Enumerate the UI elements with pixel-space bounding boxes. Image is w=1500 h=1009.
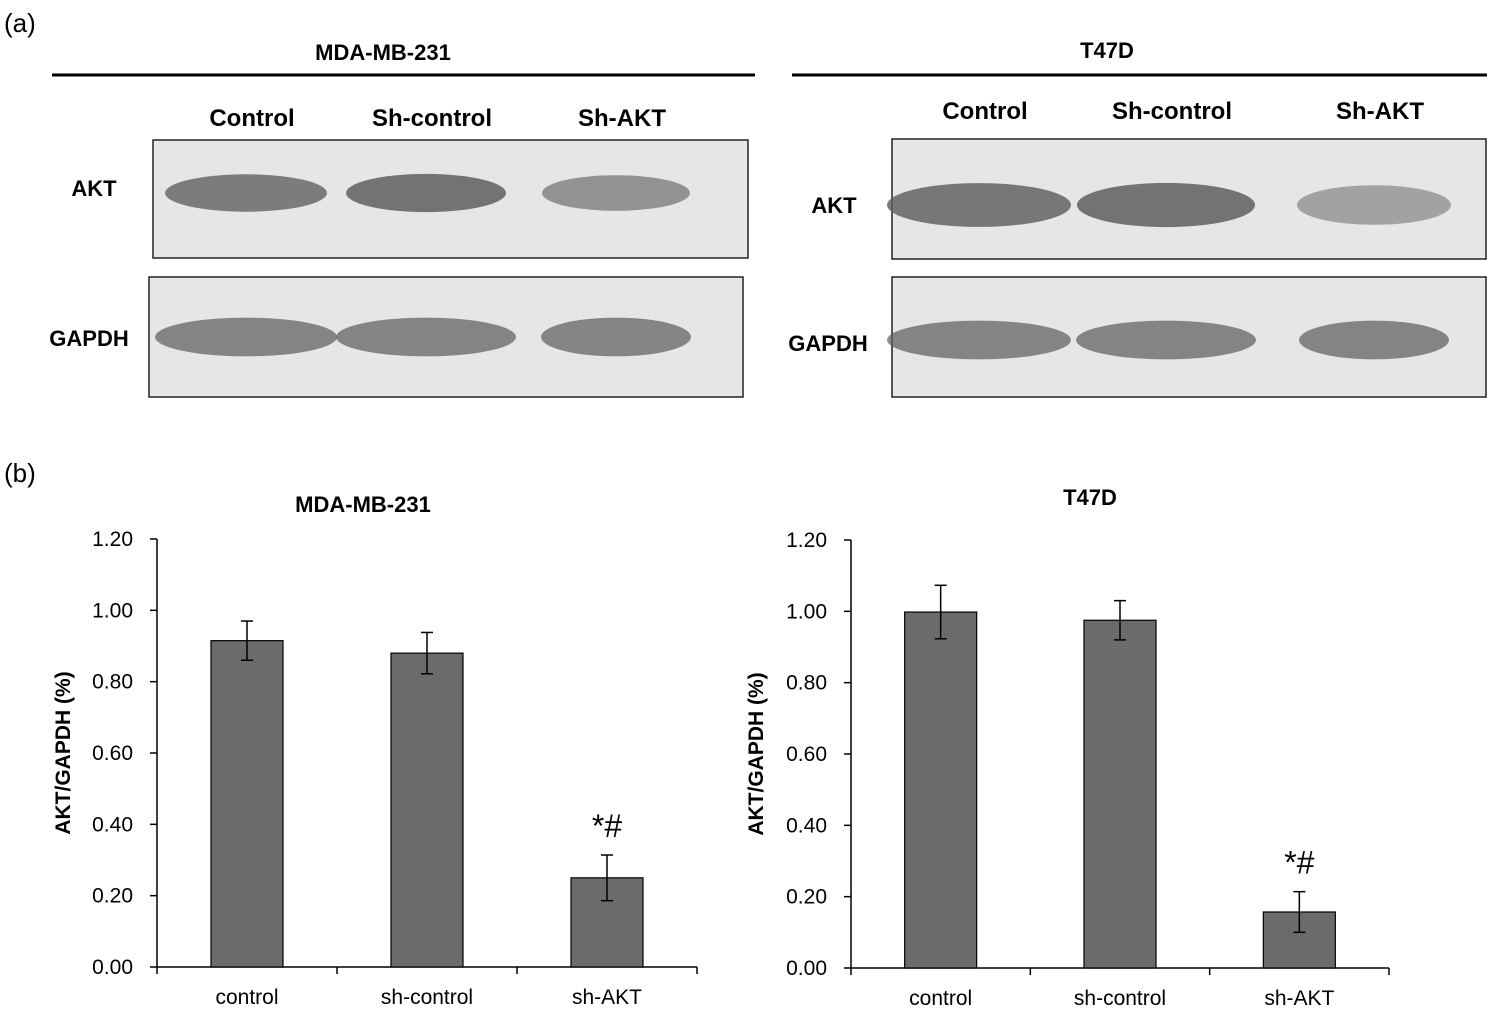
y-tick-label: 0.00 (92, 956, 133, 979)
bar-sh-control (1083, 619, 1157, 969)
y-tick-label: 0.60 (92, 742, 133, 765)
protein-band (542, 175, 690, 211)
y-tick-label: 0.80 (92, 671, 133, 694)
protein-band (155, 317, 337, 357)
lane-label: Sh-control (1112, 98, 1232, 125)
chart-title: T47D (1063, 485, 1117, 510)
lane-label: Sh-AKT (578, 105, 666, 132)
western-blot-t47d: T47D Control Sh-control Sh-AKT AKT GAPDH (788, 38, 1487, 398)
y-tick-label: 1.20 (786, 529, 827, 552)
chart-title: MDA-MB-231 (295, 492, 431, 517)
lane-label: Control (209, 105, 294, 132)
y-tick-label: 0.80 (786, 672, 827, 695)
protein-band (346, 173, 506, 213)
significance-annotation: *# (1284, 845, 1314, 881)
y-tick-label: 0.40 (786, 814, 827, 837)
protein-band (541, 317, 691, 357)
y-tick-label: 0.40 (92, 813, 133, 836)
bar-control (904, 611, 978, 969)
bar-sh-control (390, 652, 464, 968)
y-tick-label: 1.00 (92, 599, 133, 622)
protein-label: GAPDH (788, 331, 867, 356)
western-blot-mda-mb-231: MDA-MB-231 Control Sh-control Sh-AKT AKT GAPD… (49, 40, 755, 398)
y-tick-label: 0.20 (92, 885, 133, 908)
protein-band (887, 320, 1071, 360)
protein-band (1299, 320, 1449, 360)
bar-chart-t47d: T47D AKT/GAPDH (%) 0.00 0.20 0.40 0.60 0.80 1.0… (745, 485, 1390, 1009)
protein-label: AKT (71, 176, 117, 201)
protein-label: GAPDH (49, 326, 128, 351)
x-tick-label: sh-AKT (572, 986, 642, 1009)
lane-label: Control (942, 98, 1027, 125)
y-axis-label: AKT/GAPDH (%) (52, 671, 75, 834)
x-tick-label: sh-control (1074, 987, 1166, 1009)
y-axis-label: AKT/GAPDH (%) (745, 672, 768, 835)
lane-label: Sh-AKT (1336, 98, 1424, 125)
x-tick-label: control (215, 986, 278, 1009)
protein-label: AKT (811, 193, 857, 218)
blot-cell-line-title: T47D (1080, 38, 1134, 63)
protein-band (1076, 320, 1256, 360)
protein-band (1077, 182, 1255, 228)
x-tick-label: sh-control (381, 986, 473, 1009)
y-tick-label: 0.60 (786, 743, 827, 766)
significance-annotation: *# (592, 808, 622, 844)
panel-b-label: (b) (4, 458, 36, 488)
protein-band (336, 317, 516, 357)
y-tick-label: 0.20 (786, 886, 827, 909)
x-tick-label: sh-AKT (1264, 987, 1334, 1009)
protein-band (165, 174, 327, 212)
blot-cell-line-title: MDA-MB-231 (315, 40, 451, 65)
y-tick-label: 1.20 (92, 528, 133, 551)
y-tick-label: 1.00 (786, 600, 827, 623)
lane-label: Sh-control (372, 105, 492, 132)
x-tick-label: control (909, 987, 972, 1009)
bar-control (210, 640, 284, 968)
protein-band (1297, 185, 1451, 225)
y-tick-label: 0.00 (786, 957, 827, 980)
panel-a-label: (a) (4, 8, 36, 38)
bar-chart-mda-mb-231: MDA-MB-231 AKT/GAPDH (%) 0.00 0.20 0.40 0.60 0… (52, 492, 698, 1009)
protein-band (887, 183, 1071, 227)
